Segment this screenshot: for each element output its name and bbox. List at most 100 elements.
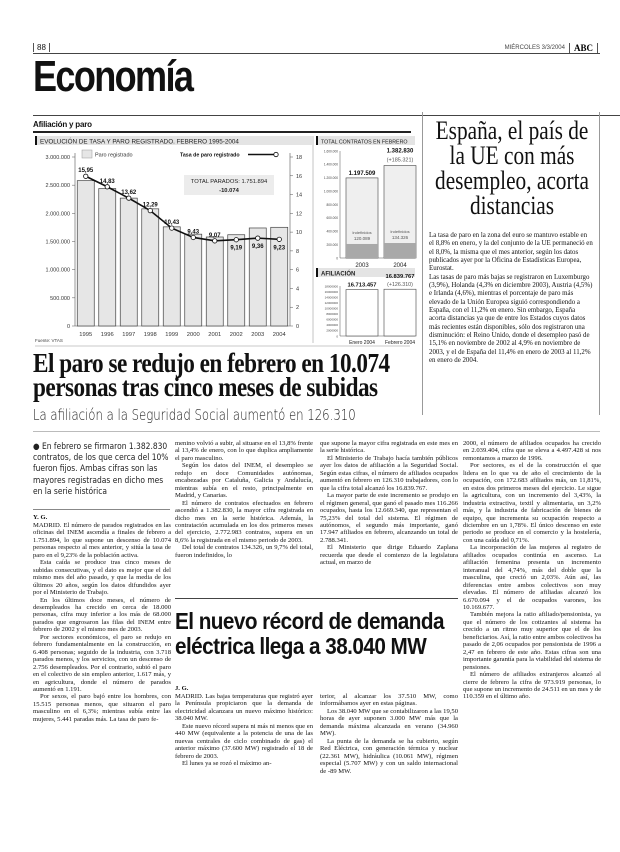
paragraph: Por sectores económicos, el paro se redu… bbox=[33, 633, 171, 693]
contracts-title: TOTAL CONTRATOS EN FEBRERO bbox=[321, 140, 408, 146]
contracts-tick-label: 0 bbox=[336, 256, 338, 260]
article2-column-1: J. G. MADRID. Las bajas temperaturas que… bbox=[175, 685, 313, 768]
rate-point-2001 bbox=[212, 238, 218, 244]
rate-label: 9,19 bbox=[230, 246, 242, 252]
right-tick-label: 18 bbox=[296, 155, 302, 161]
legend-line-marker bbox=[273, 151, 279, 158]
rate-point-1996 bbox=[104, 184, 110, 190]
affiliation-title: AFILIACIÓN bbox=[321, 270, 355, 278]
paragraph: La punta de la demanda se ha cubierto, s… bbox=[320, 737, 458, 775]
sidebar-paragraph: La tasa de paro en la zona del euro se m… bbox=[429, 232, 593, 273]
year-label: 2000 bbox=[187, 332, 200, 338]
right-tick-label: 10 bbox=[296, 230, 302, 236]
right-tick-label: 8 bbox=[296, 249, 299, 255]
affiliation-tick-label: 16000000 bbox=[325, 290, 339, 294]
sidebar-box: España, el país de la UE con más desempl… bbox=[422, 112, 600, 415]
bar-2001 bbox=[205, 236, 224, 327]
chart-bottom-band bbox=[35, 345, 410, 347]
chart-title-band bbox=[35, 136, 312, 145]
summary-text: En febrero se firmaron 1.382.830 contrat… bbox=[33, 441, 169, 496]
indefinidos-value: 120.089 bbox=[354, 236, 371, 241]
section-title: Economía bbox=[33, 52, 194, 101]
newspaper-logo: ABC bbox=[568, 43, 598, 53]
affiliation-tick-label: 18000000 bbox=[325, 284, 339, 288]
paragraph: menino volvió a subir, al situarse en el… bbox=[175, 440, 313, 462]
contracts-tick-label: 600.000 bbox=[326, 216, 338, 220]
affiliation-tick-label: 14000000 bbox=[325, 295, 339, 299]
header-rule bbox=[33, 53, 600, 54]
indefinidos-label: Indefinidos bbox=[390, 229, 409, 234]
contracts-category: 2004 bbox=[393, 263, 407, 269]
affiliation-tick-label: 0 bbox=[336, 334, 338, 338]
bar-2004 bbox=[270, 226, 289, 327]
paragraph: La mayor parte de este incremento se pro… bbox=[320, 492, 458, 544]
bullet-icon: ● bbox=[33, 441, 42, 451]
byline: J. G. bbox=[175, 685, 189, 692]
right-tick-label: 16 bbox=[296, 174, 302, 180]
contracts-title-band bbox=[316, 136, 415, 145]
contracts-tick-label: 1.400.000 bbox=[324, 163, 338, 167]
paragraph: El número de afiliados extranjeros alcan… bbox=[463, 671, 602, 701]
paragraph: Esta caída se produce tras cinco meses d… bbox=[33, 559, 171, 597]
rate-label: 9,07 bbox=[209, 233, 221, 239]
article-column-2: menino volvió a subir, al situarse en el… bbox=[175, 440, 313, 559]
sidebar-paragraph: Las tasas de paro más bajas se registrar… bbox=[429, 273, 593, 365]
rate-line bbox=[85, 175, 280, 242]
affiliation-tick-label: 8000000 bbox=[326, 312, 338, 316]
left-tick-label: 1.000.000 bbox=[46, 268, 70, 274]
affiliation-title-band bbox=[316, 268, 415, 277]
left-tick-label: 2.000.000 bbox=[46, 211, 70, 217]
paragraph: El lunes ya se rozó el máximo an- bbox=[182, 760, 272, 768]
paragraph: Según los datos del INEM, el desempleo s… bbox=[175, 462, 313, 500]
rate-label: 9,23 bbox=[273, 245, 285, 251]
rate-label: 9,36 bbox=[252, 244, 264, 250]
contracts-category: 2003 bbox=[355, 263, 369, 269]
contracts-value: 1.382.830 bbox=[387, 149, 414, 155]
right-tick-label: 6 bbox=[296, 268, 299, 274]
paragraph: El Ministerio de Trabajo hacía también p… bbox=[320, 454, 458, 492]
legend-line-label: Tasa de paro registrado bbox=[180, 153, 240, 159]
paragraph: que supone la mayor cifra registrada en … bbox=[320, 440, 458, 455]
rate-point-2000 bbox=[190, 234, 196, 241]
bar-2002 bbox=[227, 234, 246, 327]
contracts-tick-label: 1.200.000 bbox=[324, 176, 338, 180]
rate-label: 9,43 bbox=[187, 229, 199, 235]
indefinidos-value: 134.326 bbox=[392, 235, 409, 240]
contracts-change: (+185.321) bbox=[387, 158, 414, 164]
paragraph: Este nuevo récord supera ni más ni menos… bbox=[175, 722, 313, 760]
sidebar-title: España, el país de la UE con más desempl… bbox=[435, 116, 589, 220]
section-rule bbox=[33, 115, 620, 116]
byline: Y. G. bbox=[33, 514, 48, 521]
left-tick-label: 1.500.000 bbox=[46, 240, 70, 246]
right-tick-label: 0 bbox=[296, 324, 299, 330]
affiliation-tick-label: 6000000 bbox=[326, 318, 338, 322]
page-number: 88 bbox=[33, 43, 50, 52]
year-label: 2003 bbox=[251, 332, 264, 338]
rate-point-2003 bbox=[255, 235, 261, 241]
paragraph: Del total de contratos 134.326, un 9,7% … bbox=[175, 544, 313, 559]
left-tick-label: 0 bbox=[67, 324, 70, 330]
affiliation-tick-label: 2000000 bbox=[326, 329, 338, 333]
affiliation-value: 16.839.767 bbox=[385, 274, 414, 280]
affiliation-category: Febrero 2004 bbox=[385, 340, 415, 346]
year-label: 1995 bbox=[79, 332, 92, 338]
deck-rule bbox=[33, 431, 600, 432]
contracts-tick-label: 200.000 bbox=[326, 243, 338, 247]
right-tick-label: 2 bbox=[296, 305, 299, 311]
bar-1997 bbox=[119, 197, 138, 327]
rate-label: 10,43 bbox=[164, 220, 180, 226]
year-label: 1999 bbox=[165, 332, 178, 338]
chart-title: EVOLUCIÓN DE TASA Y PARO REGISTRADO. FEB… bbox=[40, 137, 239, 146]
affiliation-tick-label: 12000000 bbox=[325, 301, 339, 305]
paragraph: En los últimos doce meses, el número de … bbox=[33, 596, 171, 634]
contracts-tick-label: 400.000 bbox=[326, 230, 338, 234]
affiliation-title-marker bbox=[316, 268, 318, 277]
bar-2000 bbox=[184, 233, 203, 327]
legend-bar-swatch bbox=[81, 149, 93, 159]
affiliation-tick-label: 10000000 bbox=[325, 307, 339, 311]
total-label: TOTAL PARADOS: 1.751.894 bbox=[191, 179, 268, 185]
paragraph: El Ministerio que dirige Eduardo Zaplana… bbox=[320, 544, 458, 567]
rate-point-1998 bbox=[147, 208, 153, 214]
paragraph: Los 38.040 MW que se contabilizaron a la… bbox=[320, 707, 458, 738]
right-tick-label: 12 bbox=[296, 211, 302, 217]
